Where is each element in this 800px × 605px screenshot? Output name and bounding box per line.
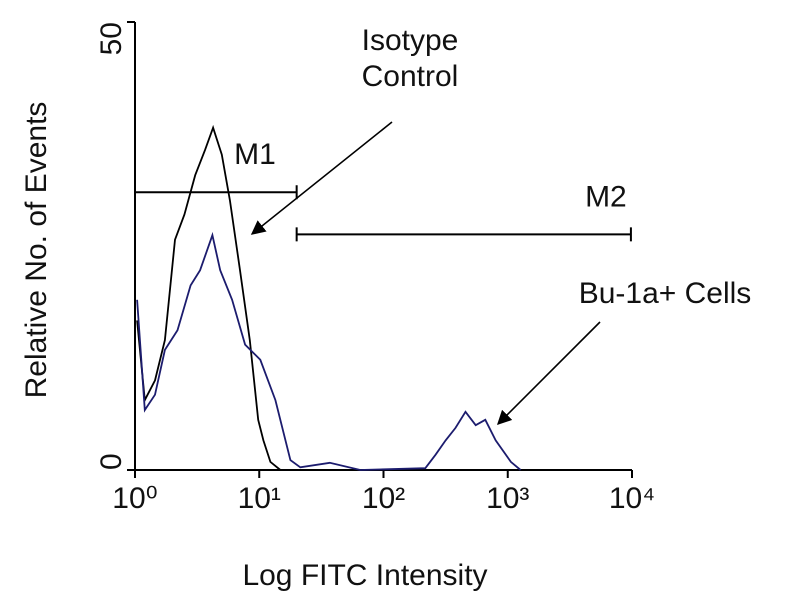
gate-label: M2 [585, 180, 627, 213]
x-axis-label: Log FITC Intensity [242, 559, 487, 592]
gate-label: M1 [234, 138, 276, 171]
x-tick-label: 10⁰ [112, 482, 157, 515]
y-axis-label: Relative No. of Events [20, 102, 53, 399]
annotation-arrow [250, 121, 393, 235]
x-tick-label: 10³ [486, 482, 529, 515]
x-tick-label: 10² [362, 482, 405, 515]
x-tick-label: 10¹ [238, 482, 281, 515]
annotation-arrow [496, 321, 601, 426]
annotation-line-1: Isotype Control [362, 24, 459, 93]
data-line [136, 231, 522, 471]
data-line [136, 124, 281, 471]
y-tick-label: 0 [95, 453, 128, 470]
x-tick-label: 10⁴ [609, 482, 655, 515]
y-tick-label: 50 [95, 22, 128, 55]
annotation: Bu-1a+ Cells [579, 277, 752, 310]
